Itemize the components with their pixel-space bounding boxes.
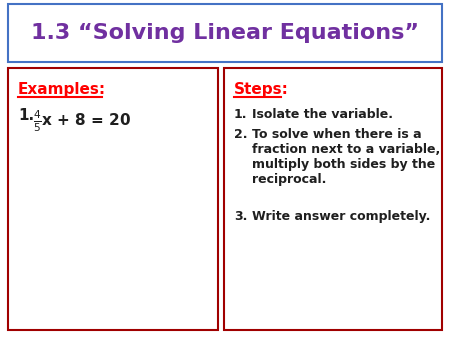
Text: Write answer completely.: Write answer completely.	[252, 210, 430, 223]
Text: 3.: 3.	[234, 210, 248, 223]
Text: $\frac{4}{5}$x + 8 = 20: $\frac{4}{5}$x + 8 = 20	[33, 108, 131, 134]
Text: Examples:: Examples:	[18, 82, 106, 97]
Text: 1.3 “Solving Linear Equations”: 1.3 “Solving Linear Equations”	[31, 23, 419, 43]
FancyBboxPatch shape	[8, 4, 442, 62]
Text: 1.: 1.	[18, 108, 34, 123]
Text: 1.: 1.	[234, 108, 248, 121]
FancyBboxPatch shape	[8, 68, 218, 330]
Text: Isolate the variable.: Isolate the variable.	[252, 108, 393, 121]
Text: Steps:: Steps:	[234, 82, 289, 97]
Text: To solve when there is a
fraction next to a variable,
multiply both sides by the: To solve when there is a fraction next t…	[252, 128, 440, 186]
FancyBboxPatch shape	[224, 68, 442, 330]
Text: 2.: 2.	[234, 128, 248, 141]
